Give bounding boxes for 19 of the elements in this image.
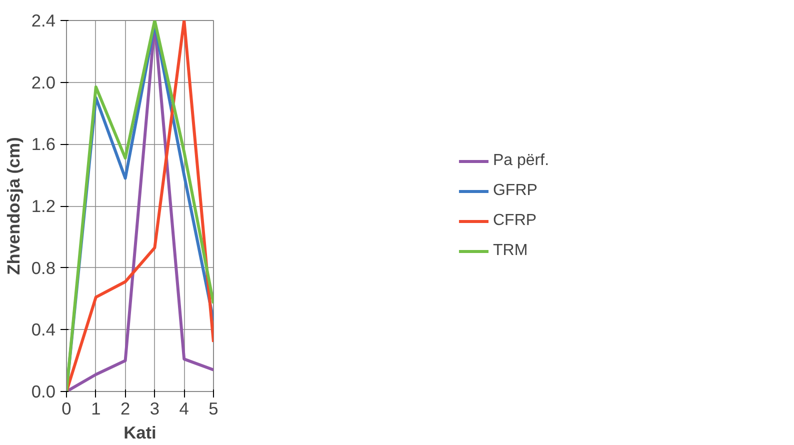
y-tick-label: 2.4 [31, 10, 56, 30]
x-axis-title: Kati [124, 422, 156, 442]
y-tick-label: 1.6 [31, 134, 56, 154]
x-tick-label: 4 [179, 398, 190, 418]
legend-label: TRM [492, 242, 528, 260]
y-axis-title: Zhvendosja (cm) [3, 137, 24, 275]
legend-label: GFRP [492, 182, 538, 200]
y-tick-label: 0.4 [31, 320, 56, 340]
legend-label: CFRP [492, 212, 537, 230]
y-tick-label: 1.2 [31, 196, 56, 216]
x-tick-label: 3 [150, 398, 160, 418]
legend-label: Pa përf. [492, 152, 550, 170]
x-tick-label: 2 [120, 398, 130, 418]
y-tick-label: 2.0 [31, 72, 56, 92]
x-tick-label: 0 [62, 398, 72, 418]
x-tick-label: 1 [91, 398, 101, 418]
y-tick-label: 0.0 [31, 382, 56, 402]
y-tick-label: 0.8 [31, 258, 56, 278]
x-tick-label: 5 [208, 398, 218, 418]
